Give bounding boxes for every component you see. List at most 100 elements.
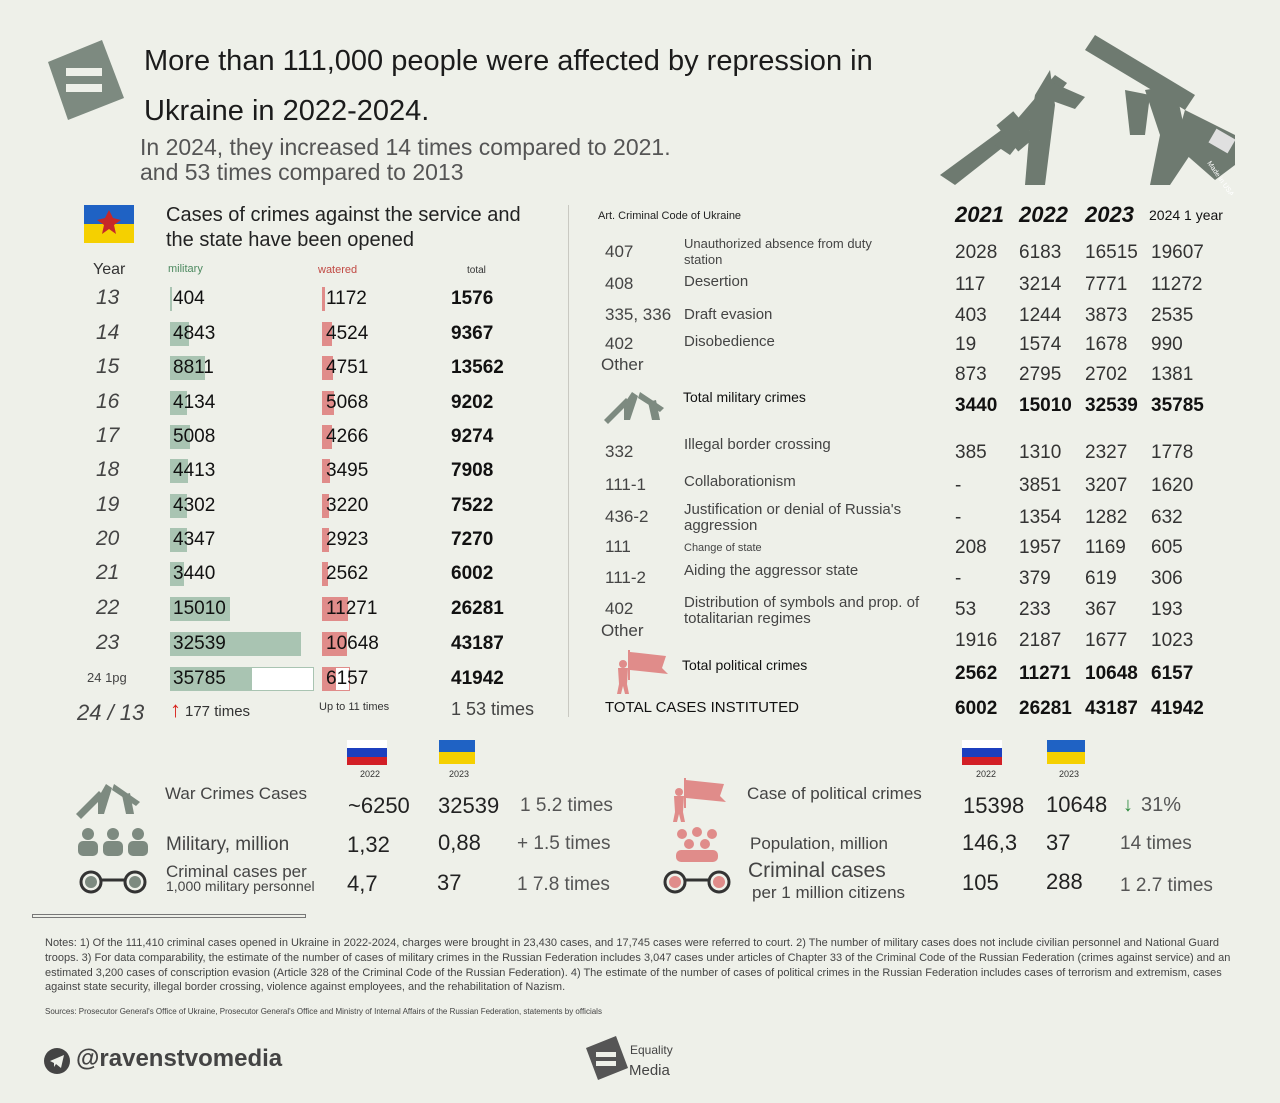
article-number: 436-2 (605, 507, 649, 526)
sources: Sources: Prosecutor General's Office of … (45, 1007, 602, 1016)
year-value-2021: 117 (955, 274, 986, 295)
article-number: 402 (605, 599, 634, 618)
left-row-year: 22 (96, 596, 120, 619)
article-number: 111 (605, 537, 631, 556)
social-handle[interactable]: @ravenstvomedia (76, 1045, 283, 1072)
year-value-2022: 26281 (1019, 698, 1072, 719)
military-bar (170, 287, 172, 311)
bl-label-cases-per: Criminal cases per (166, 862, 307, 881)
year-value-2021: 6002 (955, 698, 998, 719)
crime-description: Draft evasion (684, 306, 773, 323)
military-value: 15010 (173, 598, 226, 619)
total-value: 9367 (451, 323, 494, 344)
subtitle-line-1: In 2024, they increased 14 times compare… (140, 134, 671, 160)
watered-bar (322, 287, 325, 311)
year-value-2022: 6183 (1019, 242, 1062, 263)
ratio-military: 177 times (185, 703, 251, 720)
year-value-2022: 3851 (1019, 475, 1062, 496)
br-per-ua: 288 (1046, 869, 1083, 894)
year-value-2022: 15010 (1019, 395, 1072, 416)
br-label-population: Population, million (750, 834, 888, 853)
watered-bar (322, 528, 329, 552)
year-value-2022: 2187 (1019, 630, 1062, 651)
table-divider (568, 205, 569, 717)
crime-description: Disobedience (684, 333, 775, 350)
article-number: 335, 336 (605, 305, 672, 324)
year-value-2024: 41942 (1151, 698, 1204, 719)
year-value-2024: 11272 (1151, 274, 1203, 295)
military-bar (170, 322, 189, 346)
year-value-2023: 16515 (1085, 242, 1138, 263)
year-value-2021: 53 (955, 599, 977, 620)
watered-value: 4266 (326, 426, 369, 447)
year-value-2022: 11271 (1019, 663, 1071, 684)
soldiers-icon (78, 828, 148, 856)
subtitle: In 2024, they increased 14 times compare… (140, 135, 671, 185)
br-pol-ua: 10648 (1046, 792, 1108, 817)
year-value-2021: - (955, 568, 962, 589)
col-article: Art. Criminal Code of Ukraine (598, 210, 742, 222)
military-value: 4413 (173, 460, 216, 481)
article-number: Other (601, 621, 644, 640)
ratio-watered: Up to 11 times (319, 701, 390, 713)
broken-rifles-icon: Made in USA (940, 35, 1236, 195)
year-2024: 2024 1 year (1149, 207, 1223, 223)
protester-flag-icon (673, 778, 726, 822)
year-value-2021: - (955, 475, 962, 496)
year-value-2021: 873 (955, 364, 987, 385)
total-value: 13562 (451, 357, 504, 378)
total-value: 43187 (451, 633, 504, 654)
year-value-2022: 1957 (1019, 537, 1062, 558)
year-value-2024: 632 (1151, 507, 1183, 528)
left-row-year: 14 (96, 321, 120, 344)
year-value-2023: 3207 (1085, 475, 1128, 496)
article-number: 111-1 (605, 475, 646, 494)
military-bar (170, 494, 187, 518)
page-title: More than 111,000 people were affected b… (144, 45, 873, 127)
watered-value: 11271 (326, 598, 378, 619)
broken-rifles-small-icon (76, 784, 140, 819)
year-2023: 2023 (1085, 202, 1134, 227)
year-value-2023: 1169 (1085, 537, 1126, 558)
br-label-cases-2: per 1 million citizens (752, 883, 906, 902)
bl-war-ru: ~6250 (348, 793, 410, 818)
year-value-2021: 1916 (955, 630, 998, 651)
br-label-cases: Criminal cases (748, 859, 886, 882)
year-value-2023: 367 (1085, 599, 1117, 620)
year-value-2022: 3214 (1019, 274, 1062, 295)
total-label: TOTAL CASES INSTITUTED (605, 699, 799, 716)
year-value-2024: 19607 (1151, 242, 1204, 263)
military-bar (170, 356, 205, 380)
military-value: 4347 (173, 529, 216, 550)
watered-value: 1172 (326, 288, 367, 309)
year-value-2023: 10648 (1085, 663, 1138, 684)
article-number: Other (601, 355, 644, 374)
article-number: 332 (605, 442, 634, 461)
watered-bar (322, 459, 330, 483)
year-value-2024: 306 (1151, 568, 1183, 589)
year-value-2022: 1244 (1019, 305, 1062, 326)
total-value: 1576 (451, 288, 494, 309)
subtitle-line-2: and 53 times compared to 2013 (140, 159, 464, 185)
watered-value: 4524 (326, 323, 369, 344)
year-value-2024: 1620 (1151, 475, 1194, 496)
military-bar (170, 425, 190, 449)
bl-per-ru: 4,7 (347, 871, 378, 896)
telegram-icon[interactable] (44, 1048, 70, 1074)
year-value-2021: 3440 (955, 395, 998, 416)
military-value: 32539 (173, 633, 226, 654)
crime-description: Distribution of symbols and prop. of tot… (684, 594, 920, 627)
military-bar (170, 667, 314, 691)
year-value-2021: - (955, 507, 962, 528)
watered-value: 3220 (326, 495, 369, 516)
bl-year-ru: 2022 (360, 769, 381, 779)
left-row-year: 18 (96, 458, 120, 481)
military-value: 404 (173, 288, 205, 309)
watered-value: 3495 (326, 460, 369, 481)
crime-description: Illegal border crossing (684, 436, 831, 453)
year-value-2022: 2795 (1019, 364, 1062, 385)
year-value-2023: 2327 (1085, 442, 1128, 463)
br-pop-cmp: 14 times (1120, 833, 1192, 854)
watered-bar (322, 562, 328, 586)
crime-description: Collaborationism (684, 473, 796, 490)
